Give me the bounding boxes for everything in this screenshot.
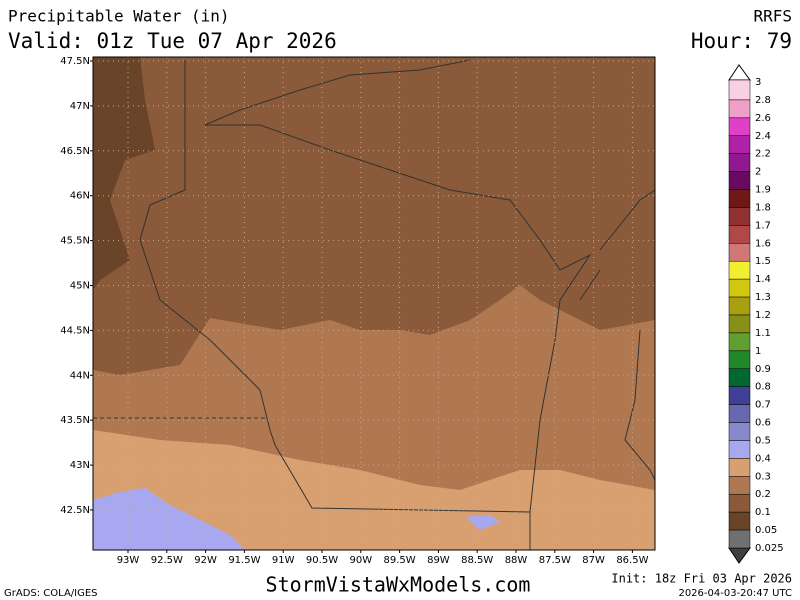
- colorbar-box: [728, 529, 751, 549]
- site: StormVistaWxModels.com: [266, 573, 531, 597]
- colorbar-label: 0.7: [755, 400, 771, 411]
- colorbar-bottom: [728, 547, 751, 564]
- colorbar: 3 2.8 2.6 2.4 2.2 2 1.9 1.8 1.7 1.6 1.5 1.4 1.3 1.2 1.…: [728, 64, 784, 564]
- colorbar-box: [728, 135, 751, 154]
- lon-label: 93W: [117, 555, 140, 566]
- field: [93, 430, 655, 550]
- colorbar-box: [728, 458, 751, 477]
- lon-label: 90.5W: [306, 555, 338, 566]
- hour: Hour: 79: [691, 29, 792, 53]
- colorbar-box: [728, 493, 751, 513]
- colorbar-box: [728, 314, 751, 334]
- colorbar-label: 0.3: [755, 471, 771, 482]
- lon-label: 92.5W: [151, 555, 183, 566]
- borders: [93, 59, 655, 550]
- colorbar-box: [728, 153, 751, 172]
- lat-label: 43.5N: [60, 415, 90, 426]
- valid-time: Valid: 01z Tue 07 Apr 2026: [8, 29, 337, 53]
- colorbar-box: [728, 260, 751, 280]
- map: [92, 56, 656, 551]
- colorbar-label: 0.1: [755, 507, 771, 518]
- lat-label: 44N: [70, 370, 90, 381]
- colorbar-box: [728, 99, 751, 119]
- colorbar-label: 2.6: [755, 113, 771, 124]
- lat-label: 43N: [70, 460, 90, 471]
- colorbar-box: [728, 296, 751, 316]
- colorbar-label: 1.6: [755, 238, 771, 249]
- lon-label: 89.5W: [384, 555, 416, 566]
- field: [93, 488, 245, 550]
- colorbar-box: [728, 368, 751, 387]
- colorbar-box: [728, 207, 751, 226]
- colorbar-label: 3: [755, 77, 761, 88]
- colorbar-label: 0.9: [755, 364, 771, 375]
- lat-label: 46.5N: [60, 146, 90, 157]
- colorbar-box: [728, 278, 751, 298]
- title: Precipitable Water (in): [8, 7, 230, 26]
- colorbar-label: 2.8: [755, 95, 771, 106]
- lon-label: 92W: [194, 555, 217, 566]
- lon-label: 90W: [349, 555, 372, 566]
- stamp: 2026-04-03-20:47 UTC: [678, 588, 792, 599]
- lat-label: 47.5N: [60, 56, 90, 67]
- lat-label: 46N: [70, 191, 90, 202]
- colorbar-label: 0.05: [755, 525, 777, 536]
- colorbar-label: 0.5: [755, 435, 771, 446]
- colorbar-top: [728, 64, 751, 81]
- colorbar-label: 0.2: [755, 489, 771, 500]
- colorbar-label: 1.7: [755, 220, 771, 231]
- lon-label: 88W: [505, 555, 528, 566]
- lat-label: 45.5N: [60, 236, 90, 247]
- lat-label: 47N: [70, 101, 90, 112]
- model: RRFS: [753, 7, 792, 26]
- map-frame: [92, 56, 656, 551]
- colorbar-box: [728, 440, 751, 459]
- lon-label: 87.5W: [539, 555, 571, 566]
- colorbar-label: 2: [755, 167, 761, 178]
- lat-label: 45N: [70, 281, 90, 292]
- colorbar-box: [728, 350, 751, 370]
- colorbar-box: [728, 225, 751, 244]
- lon-label: 91W: [272, 555, 295, 566]
- credit: GrADS: COLA/IGES: [4, 588, 98, 599]
- field: [465, 515, 500, 530]
- lat-label: 42.5N: [60, 505, 90, 516]
- colorbar-box: [728, 189, 751, 208]
- colorbar-label: 1.3: [755, 292, 771, 303]
- colorbar-label: 2.4: [755, 131, 771, 142]
- lon-label: 91.5W: [228, 555, 260, 566]
- colorbar-label: 1.9: [755, 185, 771, 196]
- lon-label: 86.5W: [616, 555, 648, 566]
- colorbar-label: 0.025: [755, 543, 784, 554]
- colorbar-box: [728, 243, 751, 262]
- colorbar-label: 1.5: [755, 256, 771, 267]
- field: [93, 57, 155, 290]
- lon-label: 88.5W: [461, 555, 493, 566]
- colorbar-box: [728, 476, 751, 495]
- colorbar-box: [728, 511, 751, 531]
- colorbar-box: [728, 117, 751, 137]
- colorbar-box: [728, 422, 751, 441]
- colorbar-box: [728, 79, 751, 101]
- colorbar-box: [728, 332, 751, 352]
- colorbar-box: [728, 386, 751, 405]
- colorbar-box: [728, 171, 751, 190]
- colorbar-label: 1.8: [755, 202, 771, 213]
- colorbar-label: 0.6: [755, 418, 771, 429]
- init: Init: 18z Fri 03 Apr 2026: [611, 572, 792, 586]
- lat-label: 44.5N: [60, 325, 90, 336]
- colorbar-label: 1.1: [755, 328, 771, 339]
- lon-label: 89W: [427, 555, 450, 566]
- colorbar-label: 1.4: [755, 274, 771, 285]
- colorbar-label: 0.8: [755, 382, 771, 393]
- colorbar-box: [728, 404, 751, 423]
- graticule: [93, 57, 655, 550]
- lon-label: 87W: [582, 555, 605, 566]
- colorbar-label: 0.4: [755, 453, 771, 464]
- colorbar-label: 2.2: [755, 149, 771, 160]
- colorbar-label: 1: [755, 346, 761, 357]
- colorbar-label: 1.2: [755, 310, 771, 321]
